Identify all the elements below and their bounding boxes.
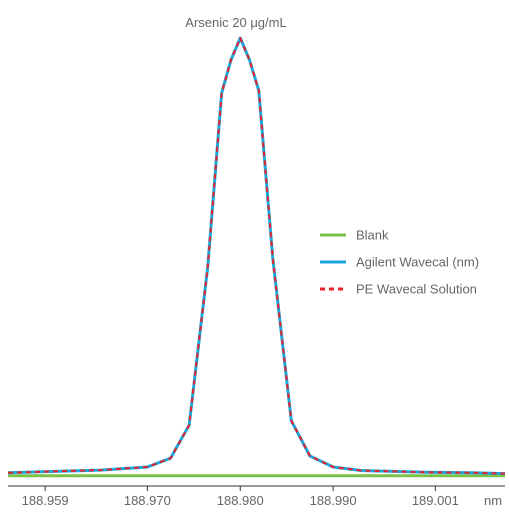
legend-label: PE Wavecal Solution bbox=[356, 282, 477, 297]
x-tick-layer: 188.959 188.970 188.980 188.990 189.001 bbox=[22, 486, 459, 508]
x-tick-label: 188.970 bbox=[124, 493, 171, 508]
legend-label: Blank bbox=[356, 228, 389, 243]
series-layer bbox=[7, 36, 506, 478]
x-tick-label: 188.959 bbox=[22, 493, 69, 508]
x-tick-label: 188.980 bbox=[217, 493, 264, 508]
legend-label: Agilent Wavecal (nm) bbox=[356, 255, 479, 270]
series-line-pe-wavecal-solution bbox=[7, 37, 506, 475]
x-tick-label: 189.001 bbox=[412, 493, 459, 508]
chart-title: Arsenic 20 μg/mL bbox=[185, 15, 286, 30]
x-axis-unit-label: nm bbox=[484, 493, 502, 508]
chart-legend: Blank Agilent Wavecal (nm) PE Wavecal Solu… bbox=[320, 228, 479, 297]
x-tick-label: 188.990 bbox=[310, 493, 357, 508]
